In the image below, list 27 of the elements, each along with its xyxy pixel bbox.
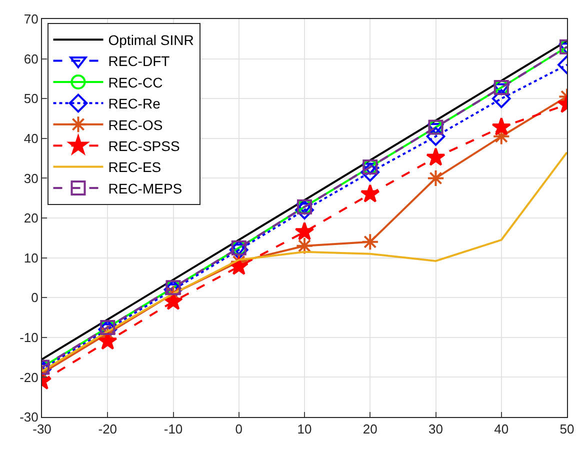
x-tick-label: 40 (494, 422, 509, 437)
y-tick-label: 10 (24, 250, 38, 266)
x-tick-label: -10 (164, 422, 183, 437)
y-tick-label: 40 (24, 130, 38, 146)
legend-label: Optimal SINR (108, 32, 194, 48)
x-tick-label: 50 (560, 422, 574, 437)
x-tick-label: 30 (428, 422, 443, 437)
y-tick-label: -20 (20, 370, 38, 385)
legend-label: REC-Re (108, 96, 161, 112)
x-tick-label: 10 (297, 422, 312, 437)
y-tick-label: -10 (20, 330, 38, 345)
x-tick-label: -20 (98, 422, 118, 437)
legend-label: REC-DFT (108, 53, 170, 70)
legend-label: REC-ES (108, 159, 162, 176)
legend-label: REC-CC (108, 74, 163, 90)
legend-label: REC-MEPS (108, 180, 182, 196)
legend-label: REC-SPSS (108, 138, 180, 154)
x-tick-label: 0 (235, 422, 242, 437)
y-tick-label: 20 (24, 210, 38, 226)
legend-label: REC-OS (108, 116, 163, 133)
y-tick-label: 60 (24, 51, 38, 66)
y-tick-label: 30 (24, 170, 38, 186)
y-tick-label: 0 (31, 290, 38, 306)
y-tick-label: 50 (24, 91, 38, 106)
x-tick-label: 20 (362, 422, 378, 437)
y-tick-label: 70 (24, 12, 38, 27)
y-tick-label: -30 (20, 410, 38, 425)
